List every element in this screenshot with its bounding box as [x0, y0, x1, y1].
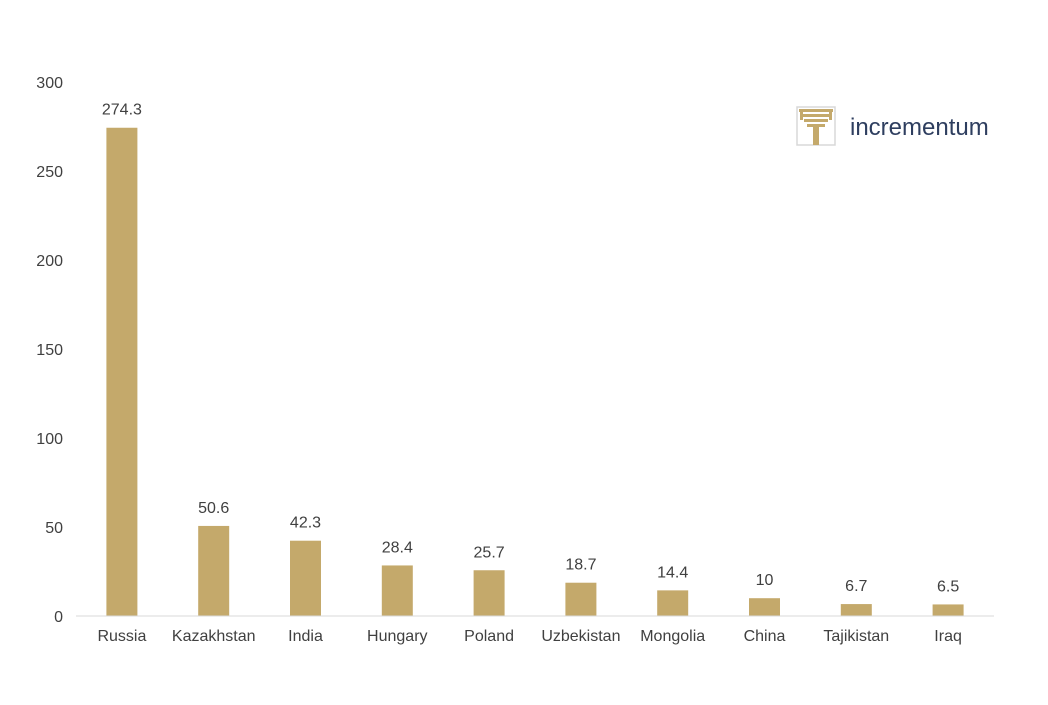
x-tick-label: Iraq	[934, 628, 962, 645]
data-label: 10	[756, 572, 774, 589]
y-tick-label: 0	[54, 609, 63, 626]
x-tick-label: Tajikistan	[823, 628, 889, 645]
x-tick-label: Hungary	[367, 628, 427, 645]
bar-uzbekistan	[565, 582, 597, 616]
data-label: 274.3	[102, 102, 142, 119]
bar-hungary	[381, 565, 413, 616]
data-label: 14.4	[657, 564, 688, 581]
bar-china	[749, 598, 780, 616]
tree-logo-icon	[796, 106, 836, 146]
brand-name: incrementum	[850, 114, 989, 141]
x-tick-label: Russia	[97, 628, 146, 645]
data-label: 25.7	[474, 544, 505, 561]
data-label: 28.4	[382, 539, 413, 556]
x-tick-label: Poland	[464, 628, 514, 645]
y-axis: 0 50 100 150 200 250 300	[36, 75, 63, 626]
bar-series	[106, 127, 964, 616]
y-tick-label: 250	[36, 164, 63, 181]
x-tick-label: China	[744, 628, 786, 645]
bar-tajikistan	[840, 604, 872, 616]
y-tick-label: 50	[45, 520, 63, 537]
brand-logo: incrementum	[796, 106, 989, 146]
bar-russia	[106, 127, 138, 616]
x-tick-label: Uzbekistan	[541, 628, 620, 645]
bar-india	[290, 540, 321, 616]
x-tick-label: Mongolia	[640, 628, 705, 645]
data-labels: 274.3 50.6 42.3 28.4 25.7 18.7 14.4 10 6.7 6.5	[102, 102, 959, 596]
data-label: 6.7	[845, 578, 867, 595]
y-tick-label: 100	[36, 431, 63, 448]
y-tick-label: 150	[36, 342, 63, 359]
bar-iraq	[932, 604, 964, 616]
data-label: 6.5	[937, 578, 959, 595]
data-label: 42.3	[290, 515, 321, 532]
data-label: 18.7	[565, 557, 596, 574]
bar-mongolia	[657, 590, 689, 616]
x-axis: Russia Kazakhstan India Hungary Poland Uzbeki…	[97, 628, 961, 645]
x-tick-label: India	[288, 628, 323, 645]
bar-poland	[473, 570, 505, 616]
y-tick-label: 300	[36, 75, 63, 92]
x-tick-label: Kazakhstan	[172, 628, 256, 645]
y-tick-label: 200	[36, 253, 63, 270]
data-label: 50.6	[198, 500, 229, 517]
bar-kazakhstan	[198, 525, 230, 616]
